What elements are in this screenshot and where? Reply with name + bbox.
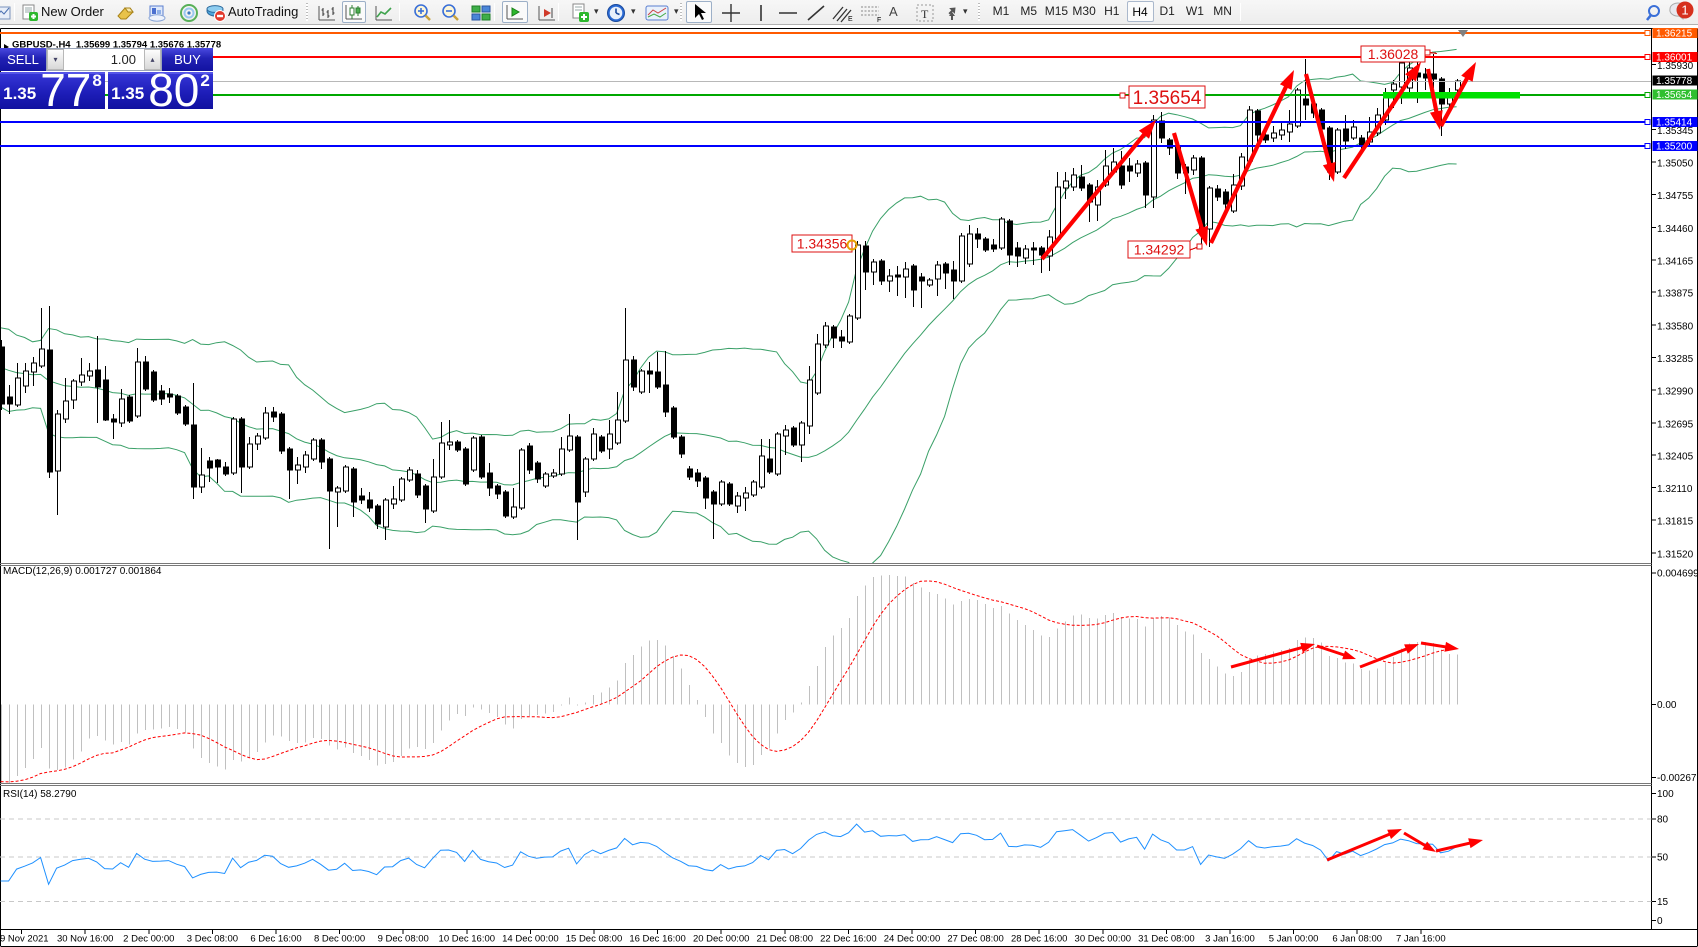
svg-text:30 Nov 16:00: 30 Nov 16:00 — [57, 934, 114, 945]
svg-text:8 Dec 00:00: 8 Dec 00:00 — [314, 934, 365, 945]
svg-text:1.34356: 1.34356 — [797, 236, 848, 252]
svg-text:22 Dec 16:00: 22 Dec 16:00 — [820, 934, 877, 945]
svg-text:0: 0 — [1657, 916, 1663, 927]
svg-text:1.32405: 1.32405 — [1657, 451, 1694, 462]
svg-text:MACD(12,26,9) 0.001727 0.00186: MACD(12,26,9) 0.001727 0.001864 — [3, 566, 162, 577]
svg-text:80: 80 — [1657, 815, 1669, 826]
svg-text:1.32990: 1.32990 — [1657, 387, 1694, 398]
svg-text:1.35778: 1.35778 — [1656, 76, 1693, 87]
svg-text:9 Dec 08:00: 9 Dec 08:00 — [378, 934, 429, 945]
svg-text:T: T — [921, 7, 929, 21]
svg-text:1: 1 — [1681, 2, 1688, 17]
svg-text:1.31520: 1.31520 — [1657, 549, 1694, 560]
svg-text:1.35050: 1.35050 — [1657, 159, 1694, 170]
svg-text:29 Nov 2021: 29 Nov 2021 — [0, 934, 49, 945]
svg-text:1.35414: 1.35414 — [1656, 118, 1693, 129]
svg-text:50: 50 — [1657, 853, 1669, 864]
svg-text:1.35654: 1.35654 — [1656, 90, 1693, 101]
svg-text:-0.002676: -0.002676 — [1657, 773, 1698, 784]
svg-text:F: F — [877, 17, 881, 23]
svg-text:1.35345: 1.35345 — [1657, 126, 1694, 137]
svg-text:3 Dec 08:00: 3 Dec 08:00 — [187, 934, 238, 945]
svg-text:1.35654: 1.35654 — [1133, 88, 1202, 109]
svg-text:2 Dec 00:00: 2 Dec 00:00 — [123, 934, 174, 945]
svg-text:1.35930: 1.35930 — [1657, 61, 1694, 72]
svg-text:7 Jan 16:00: 7 Jan 16:00 — [1396, 934, 1446, 945]
svg-text:1.35200: 1.35200 — [1656, 142, 1693, 153]
svg-text:1.36001: 1.36001 — [1656, 53, 1693, 64]
svg-text:6 Dec 16:00: 6 Dec 16:00 — [250, 934, 301, 945]
svg-text:15 Dec 08:00: 15 Dec 08:00 — [566, 934, 623, 945]
svg-text:16 Dec 16:00: 16 Dec 16:00 — [629, 934, 686, 945]
svg-text:GBPUSD-,H4 1.35699 1.35794 1.: GBPUSD-,H4 1.35699 1.35794 1.35676 1.357… — [12, 40, 221, 51]
svg-text:1.36215: 1.36215 — [1656, 29, 1693, 40]
svg-text:1.34460: 1.34460 — [1657, 224, 1694, 235]
svg-text:15: 15 — [1657, 897, 1669, 908]
svg-text:100: 100 — [1657, 789, 1674, 800]
svg-text:5 Jan 00:00: 5 Jan 00:00 — [1269, 934, 1319, 945]
svg-text:1.32110: 1.32110 — [1657, 484, 1693, 495]
svg-text:0.004699: 0.004699 — [1657, 569, 1698, 580]
svg-text:1.34755: 1.34755 — [1657, 191, 1694, 202]
svg-text:1.33580: 1.33580 — [1657, 321, 1694, 332]
svg-text:E: E — [848, 16, 853, 23]
svg-text:20 Dec 00:00: 20 Dec 00:00 — [693, 934, 750, 945]
svg-text:30 Dec 00:00: 30 Dec 00:00 — [1075, 934, 1132, 945]
svg-text:1.31815: 1.31815 — [1657, 517, 1694, 528]
svg-text:21 Dec 08:00: 21 Dec 08:00 — [757, 934, 814, 945]
svg-text:1.36028: 1.36028 — [1368, 46, 1419, 62]
svg-text:14 Dec 00:00: 14 Dec 00:00 — [502, 934, 559, 945]
svg-text:1.34165: 1.34165 — [1657, 257, 1694, 268]
svg-text:31 Dec 08:00: 31 Dec 08:00 — [1138, 934, 1195, 945]
svg-text:RSI(14) 58.2790: RSI(14) 58.2790 — [3, 789, 77, 800]
svg-text:10 Dec 16:00: 10 Dec 16:00 — [439, 934, 496, 945]
svg-text:3 Jan 16:00: 3 Jan 16:00 — [1205, 934, 1255, 945]
svg-text:1.33285: 1.33285 — [1657, 354, 1694, 365]
svg-text:0.00: 0.00 — [1657, 700, 1677, 711]
svg-text:1.34292: 1.34292 — [1134, 242, 1185, 258]
svg-text:1.33875: 1.33875 — [1657, 289, 1694, 300]
svg-text:27 Dec 08:00: 27 Dec 08:00 — [947, 934, 1004, 945]
svg-text:6 Jan 08:00: 6 Jan 08:00 — [1332, 934, 1382, 945]
svg-text:28 Dec 16:00: 28 Dec 16:00 — [1011, 934, 1068, 945]
svg-text:1.32695: 1.32695 — [1657, 419, 1694, 430]
svg-text:24 Dec 00:00: 24 Dec 00:00 — [884, 934, 941, 945]
